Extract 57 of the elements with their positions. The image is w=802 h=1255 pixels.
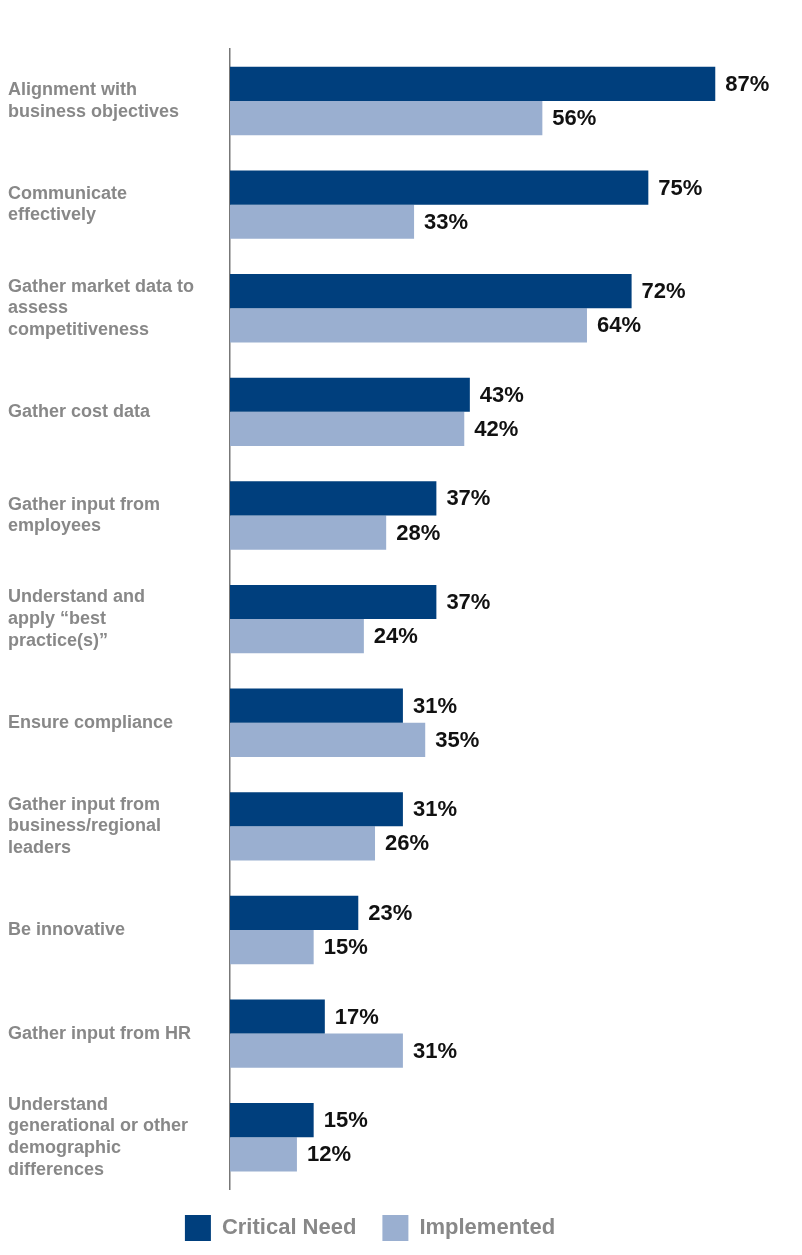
data-label: 26% (385, 830, 430, 856)
data-label: 64% (596, 312, 642, 338)
y-tick-label: Gather input from employees (8, 493, 160, 536)
data-label: 31% (412, 796, 457, 822)
y-tick-label: Gather market data to assess competitiveness (8, 275, 195, 339)
data-label: 72% (641, 278, 686, 304)
data-label: 56% (552, 105, 597, 131)
y-tick-label: Understand generational or other demographic differences (8, 1093, 189, 1179)
bar (230, 1033, 403, 1068)
data-label: 43% (479, 381, 524, 407)
y-tick-label: Communicate effectively (8, 182, 128, 225)
bar (230, 1103, 314, 1138)
legend-label: Critical Need (221, 1214, 357, 1240)
bar (230, 101, 543, 136)
bar (230, 999, 325, 1034)
data-label: 42% (474, 416, 519, 442)
bar (230, 66, 716, 102)
bar (230, 1137, 297, 1172)
data-label: 87% (725, 70, 770, 96)
data-label: 37% (446, 485, 491, 511)
data-label: 28% (396, 519, 441, 545)
bar (230, 619, 364, 654)
bar (230, 792, 403, 827)
bar (230, 688, 403, 723)
y-tick-label: Alignment with business objectives (8, 79, 180, 121)
bar (230, 929, 314, 965)
bar (230, 515, 387, 550)
y-tick-label: Gather cost data (8, 400, 152, 421)
bar (230, 584, 437, 620)
data-label: 35% (435, 726, 480, 752)
data-label: 17% (334, 1003, 379, 1029)
bar (230, 411, 465, 447)
data-label: 15% (323, 934, 368, 960)
data-label: 75% (658, 174, 703, 200)
bar (230, 274, 632, 309)
data-label: 24% (373, 623, 418, 649)
bar (230, 204, 415, 239)
bar (230, 895, 359, 930)
y-tick-label: Understand and apply “best practice(s)” (8, 586, 146, 650)
legend-label: Implemented (419, 1214, 556, 1240)
data-label: 33% (424, 208, 469, 234)
bar (230, 826, 376, 861)
y-tick-label: Ensure compliance (8, 711, 174, 732)
bar (230, 481, 437, 516)
data-label: 31% (412, 1037, 457, 1063)
y-tick-label: Gather input from HR (8, 1022, 191, 1043)
y-tick-label: Gather input from business/regional leaders (8, 793, 162, 857)
bar (230, 377, 470, 412)
data-label: 12% (306, 1141, 351, 1167)
data-label: 31% (412, 692, 457, 718)
bar (230, 170, 649, 205)
data-label: 15% (323, 1107, 368, 1133)
bar (230, 308, 587, 343)
bar (230, 722, 426, 757)
y-tick-label: Be innovative (8, 918, 126, 939)
data-label: 23% (368, 899, 413, 925)
data-label: 37% (446, 589, 491, 615)
